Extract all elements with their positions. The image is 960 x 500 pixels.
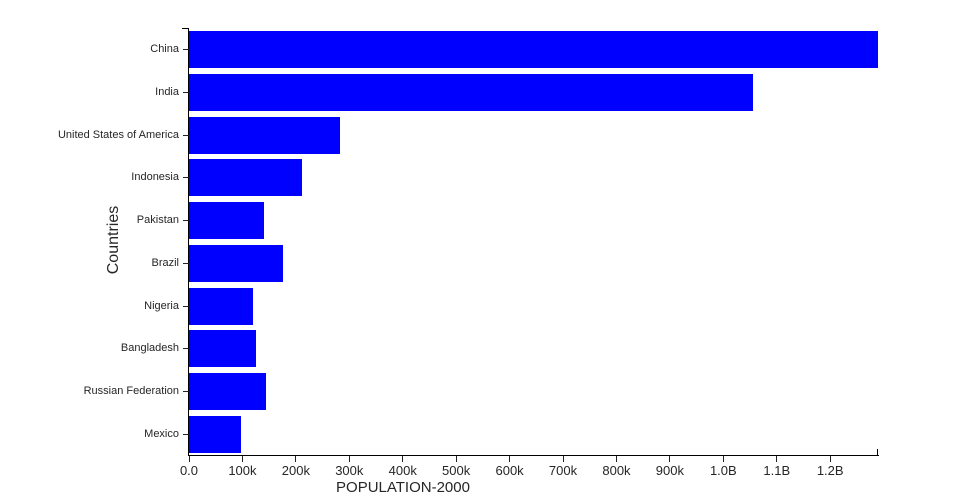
y-tick-mark (182, 220, 189, 222)
x-tick-mark (188, 455, 190, 462)
x-axis-outer-tick (877, 449, 878, 456)
y-axis-line (188, 28, 189, 456)
x-tick-mark (669, 455, 671, 462)
y-tick-mark (182, 305, 189, 307)
x-tick-mark (402, 455, 404, 462)
y-tick-mark (182, 177, 189, 179)
x-tick-label: 1.1B (763, 463, 791, 478)
x-tick-mark (776, 455, 778, 462)
x-tick-mark (348, 455, 350, 462)
x-tick-label: 200k (281, 463, 310, 478)
y-tick-mark (182, 433, 189, 435)
bar-china (189, 31, 879, 69)
x-axis-line (188, 455, 879, 456)
x-tick-label: 700k (548, 463, 578, 478)
x-tick-label: 1.0B (709, 463, 737, 478)
x-tick-label: 300k (335, 463, 364, 478)
bar-indonesia (189, 159, 302, 197)
y-tick-label-china: China (150, 43, 179, 56)
y-axis-outer-tick (182, 28, 189, 29)
x-tick-mark (455, 455, 457, 462)
bar-mexico (189, 415, 241, 453)
x-tick-mark (562, 455, 564, 462)
y-tick-label-pakistan: Pakistan (136, 214, 179, 227)
bar-nigeria (189, 287, 254, 325)
x-tick-label: 0.0 (179, 463, 199, 478)
x-tick-mark (509, 455, 511, 462)
y-tick-label-bangladesh: Bangladesh (120, 342, 179, 355)
bar-united-states-of-america (189, 116, 340, 154)
y-tick-label-mexico: Mexico (144, 427, 179, 440)
y-tick-label-indonesia: Indonesia (131, 171, 179, 184)
bar-russian-federation (189, 372, 266, 410)
x-tick-mark (615, 455, 617, 462)
x-tick-label: 100k (228, 463, 257, 478)
bar-bangladesh (189, 330, 256, 368)
x-tick-label: 600k (495, 463, 524, 478)
bar-brazil (189, 244, 283, 282)
x-tick-label: 900k (655, 463, 684, 478)
x-tick-mark (295, 455, 297, 462)
y-tick-mark (182, 92, 189, 94)
x-axis-title: POPULATION-2000 (336, 479, 470, 496)
x-tick-label: 1.2B (816, 463, 844, 478)
y-tick-label-india: India (155, 86, 179, 99)
bar-pakistan (189, 202, 264, 240)
y-tick-label-russian-federation: Russian Federation (83, 384, 179, 397)
y-tick-mark (182, 348, 189, 350)
x-tick-mark (241, 455, 243, 462)
y-tick-label-brazil: Brazil (151, 256, 179, 269)
x-tick-label: 800k (602, 463, 631, 478)
y-tick-label-united-states-of-america: United States of America (57, 128, 179, 141)
bar-india (189, 74, 754, 112)
x-tick-label: 500k (442, 463, 471, 478)
x-tick-mark (722, 455, 724, 462)
y-tick-label-nigeria: Nigeria (144, 299, 179, 312)
y-tick-mark (182, 390, 189, 392)
y-tick-mark (182, 134, 189, 136)
x-tick-mark (829, 455, 831, 462)
x-tick-label: 400k (388, 463, 417, 478)
y-tick-mark (182, 262, 189, 264)
y-tick-mark (182, 49, 189, 51)
